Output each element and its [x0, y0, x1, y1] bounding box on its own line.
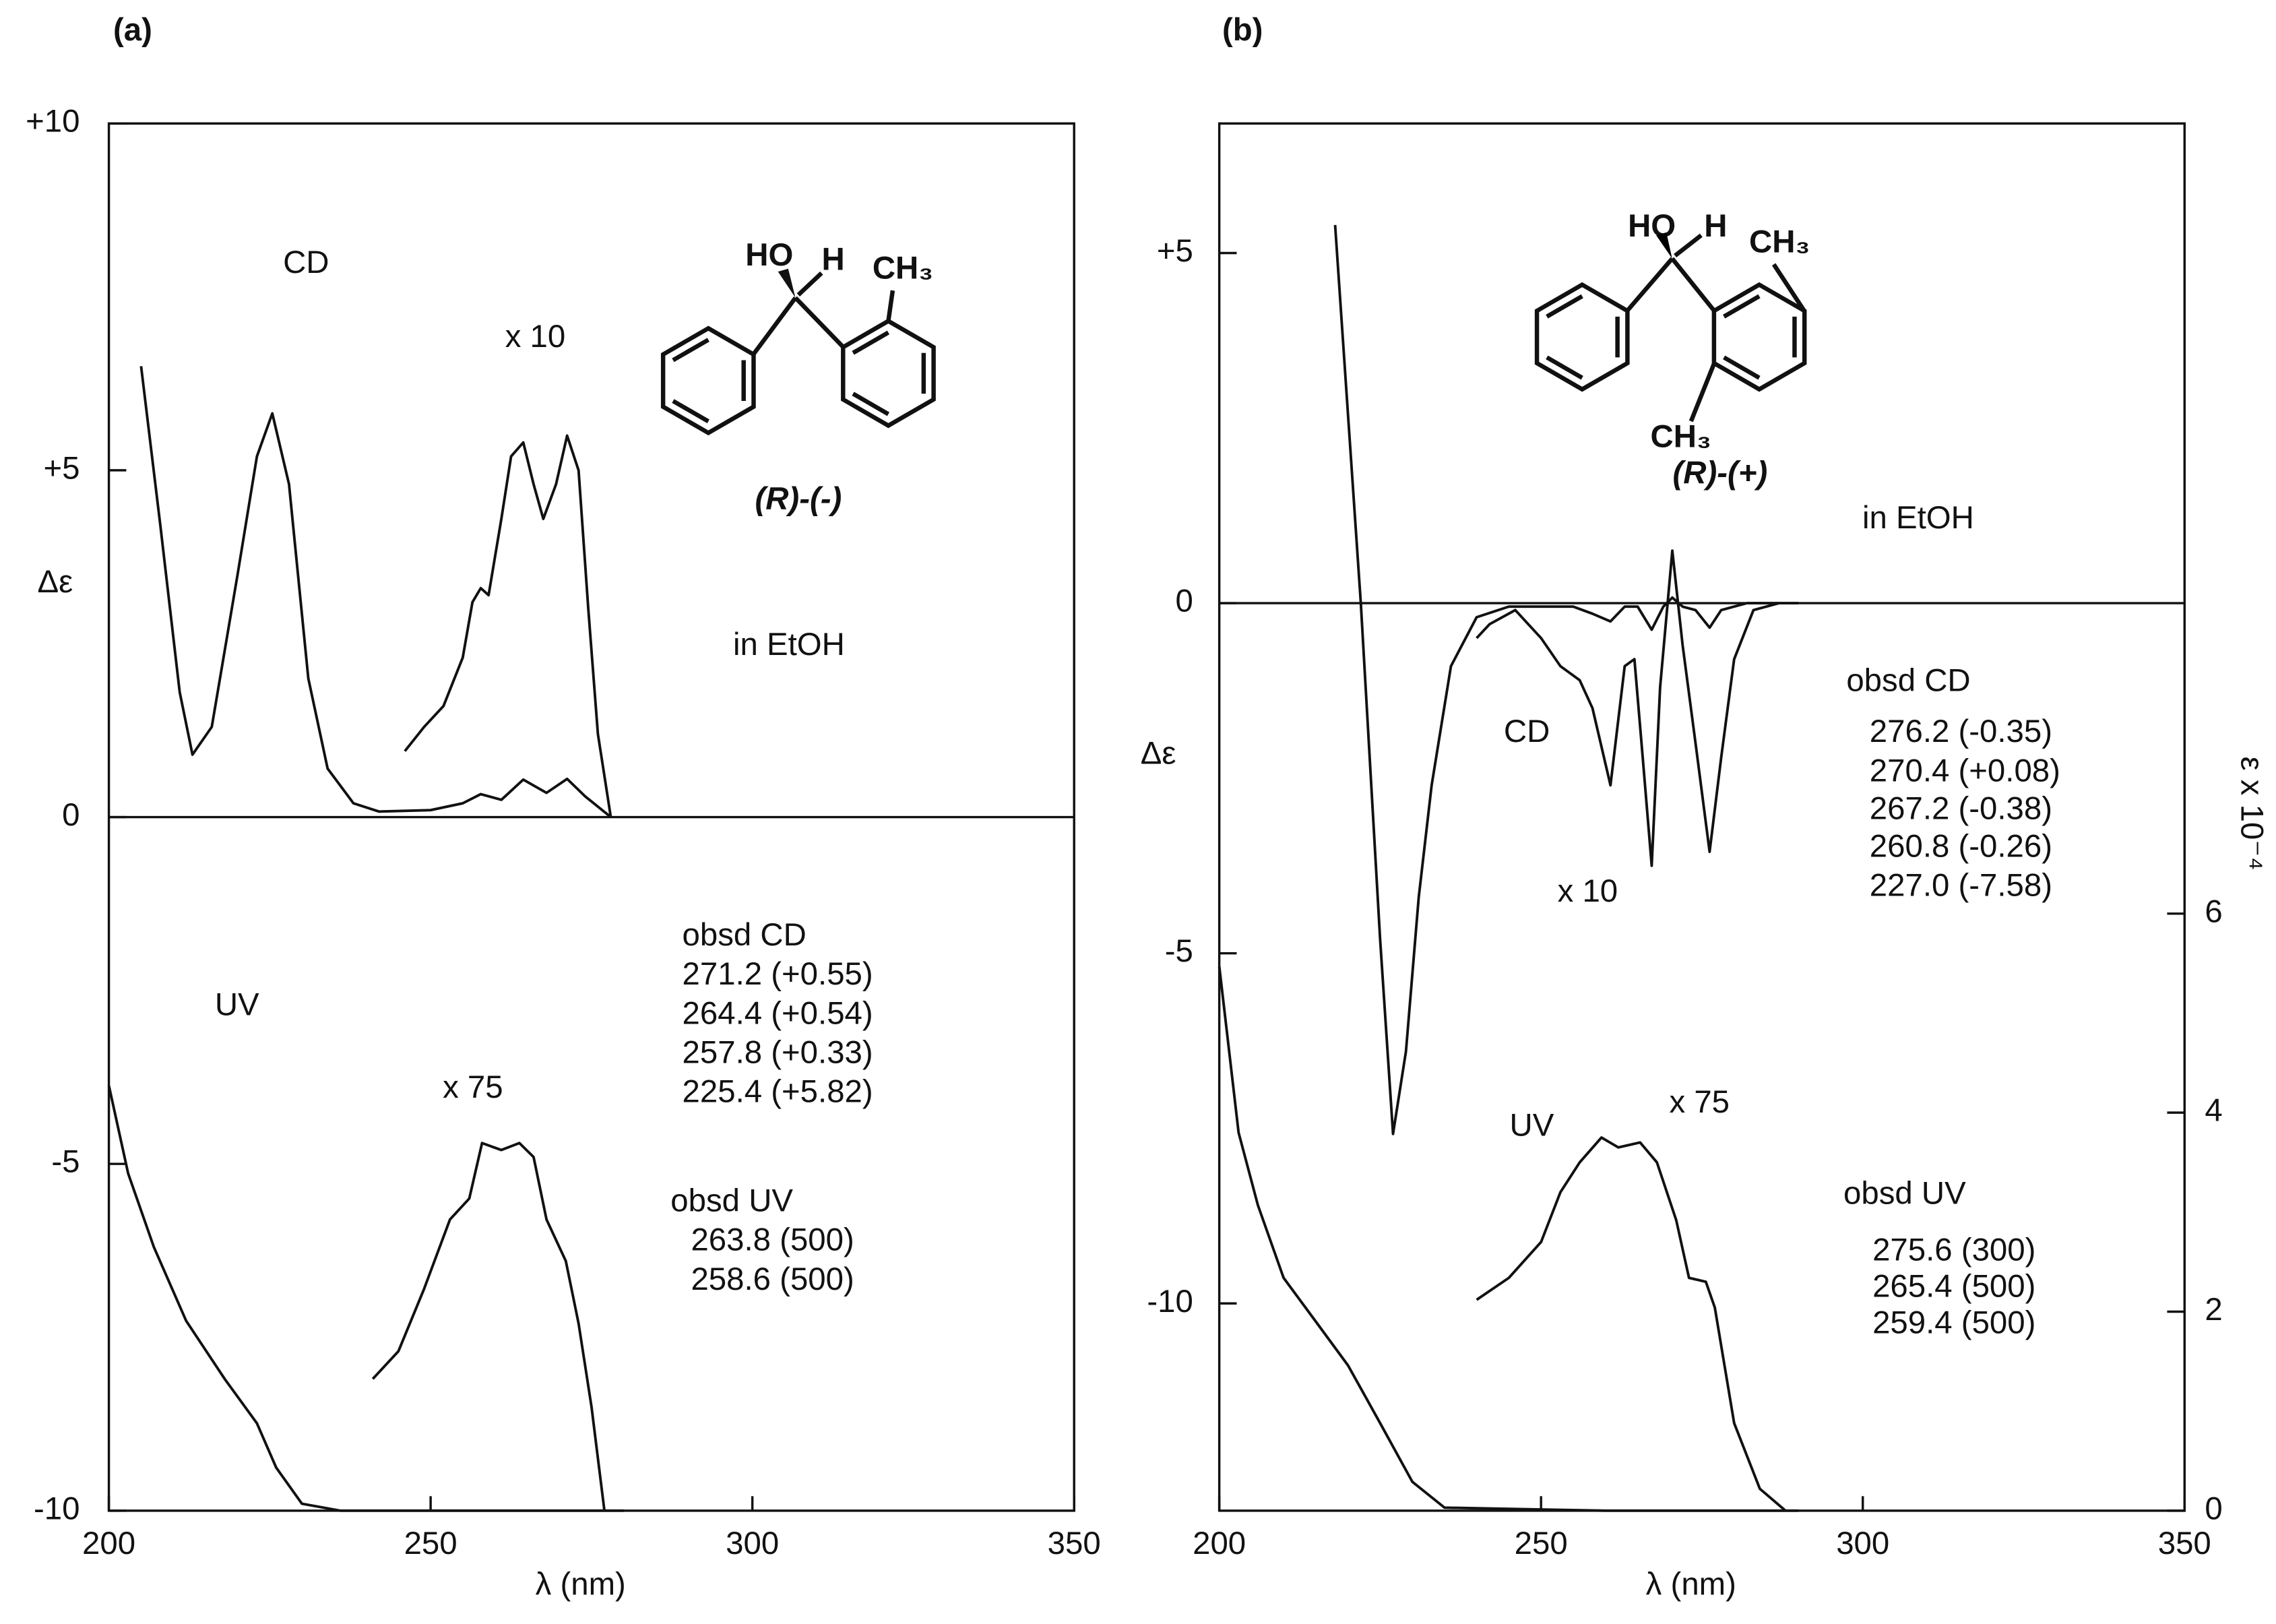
benzene-ring — [1534, 282, 1630, 392]
annotation: 271.2 (+0.55) — [683, 956, 873, 992]
annotation: obsd CD — [1846, 663, 1970, 699]
bond — [796, 271, 823, 296]
bond — [1771, 263, 1806, 313]
y-tick-label: +5 — [43, 450, 80, 486]
annotation: 260.8 (-0.26) — [1870, 828, 2052, 864]
wedge-bond — [1656, 232, 1672, 259]
compound-label: (R)-(+) — [1673, 455, 1768, 491]
ring-double-bond — [852, 392, 890, 416]
series-label: x 75 — [443, 1069, 503, 1105]
series-label: CD — [1504, 714, 1550, 749]
compound-label: (R)-(-) — [755, 481, 842, 517]
x-axis-label: λ (nm) — [1646, 1566, 1736, 1602]
annotation: 225.4 (+5.82) — [683, 1074, 873, 1110]
bond — [794, 296, 845, 349]
curve — [1476, 1136, 1787, 1512]
bond — [1670, 257, 1716, 313]
x-tick-label: 200 — [82, 1526, 135, 1561]
y2-tick-label: 0 — [2205, 1491, 2222, 1526]
structure-label: H — [1704, 208, 1727, 244]
annotation: 264.4 (+0.54) — [683, 995, 873, 1031]
curve — [139, 366, 612, 819]
panel: (b) Δε λ (nm) 200 250 300 350 -10 -5 0 +5 0 2 4 6 ε x 1… — [1141, 12, 2270, 1602]
structure-label: CH₃ — [1749, 224, 1810, 260]
structure-label: CH₃ — [873, 250, 933, 286]
structure-label: CH₃ — [1651, 419, 1711, 455]
panel-label: (a) — [113, 12, 152, 48]
y2-tick-label: 6 — [2205, 894, 2222, 929]
series-label: UV — [1510, 1107, 1554, 1143]
ring-double-bond — [1546, 294, 1583, 319]
curve — [1476, 549, 1780, 867]
series-label: x 10 — [505, 319, 566, 354]
y-tick-label: +10 — [26, 104, 80, 139]
ring-double-bond — [1723, 355, 1761, 380]
ring-double-bond — [672, 399, 709, 424]
x-tick-label: 350 — [1048, 1526, 1101, 1561]
bond — [1688, 362, 1717, 423]
x-tick-label: 200 — [1193, 1526, 1246, 1561]
bond — [751, 296, 798, 356]
series-label: CD — [283, 245, 329, 280]
annotation: 275.6 (300) — [1872, 1232, 2035, 1268]
y-axis-label: Δε — [37, 564, 73, 600]
annotation: 258.6 (500) — [691, 1261, 854, 1297]
structure-label: HO — [1628, 208, 1676, 244]
annotation: 270.4 (+0.08) — [1870, 753, 2060, 788]
annotation: 227.0 (-7.58) — [1870, 868, 2052, 904]
y-tick-label: -10 — [34, 1491, 80, 1526]
y2-tick-label: 4 — [2205, 1093, 2222, 1129]
bond — [1625, 257, 1674, 313]
structure-label: HO — [745, 237, 793, 273]
annotation: obsd UV — [1843, 1176, 1966, 1212]
benzene-ring — [1711, 282, 1807, 392]
panel: (a) Δε λ (nm) 200 250 300 350 -10 -5 0 +5 +10 CD x 10… — [26, 12, 1101, 1602]
x-tick-label: 250 — [1515, 1526, 1568, 1561]
curve — [107, 1085, 624, 1512]
curve — [1333, 224, 1799, 1135]
annotation: 265.4 (500) — [1872, 1269, 2035, 1305]
ring-double-bond — [672, 338, 709, 363]
annotation: 267.2 (-0.38) — [1870, 790, 2052, 826]
y2-axis-label: ε x 10⁻⁴ — [2234, 757, 2270, 871]
x-tick-label: 250 — [404, 1526, 457, 1561]
bond — [886, 290, 895, 321]
benzene-ring — [841, 318, 936, 429]
series-label: x 10 — [1558, 873, 1618, 909]
benzene-ring — [660, 325, 756, 436]
wedge-bond — [778, 268, 796, 298]
y-axis-label: Δε — [1141, 735, 1176, 771]
annotation: 276.2 (-0.35) — [1870, 714, 2052, 749]
annotation: 259.4 (500) — [1872, 1305, 2035, 1340]
y-tick-label: 0 — [1176, 584, 1193, 619]
bond — [1674, 233, 1703, 257]
curve — [371, 1142, 606, 1511]
annotation: 263.8 (500) — [691, 1222, 854, 1258]
y-tick-label: 0 — [62, 797, 80, 833]
annotation: 257.8 (+0.33) — [683, 1034, 873, 1070]
ring-double-bond — [852, 330, 890, 355]
y-tick-label: -5 — [51, 1144, 80, 1180]
x-tick-label: 300 — [1836, 1526, 1889, 1561]
series-label: UV — [215, 987, 259, 1022]
y2-tick-label: 2 — [2205, 1292, 2222, 1328]
y-tick-label: -10 — [1147, 1284, 1193, 1319]
annotation: in EtOH — [1862, 500, 1974, 536]
series-label: x 75 — [1669, 1084, 1730, 1120]
curve — [404, 434, 612, 817]
y-tick-label: -5 — [1165, 933, 1193, 969]
annotation: in EtOH — [733, 627, 845, 662]
x-tick-label: 350 — [2158, 1526, 2211, 1561]
y-tick-label: +5 — [1157, 233, 1193, 269]
annotation: obsd UV — [670, 1183, 793, 1218]
ring-double-bond — [1546, 355, 1583, 380]
x-tick-label: 300 — [726, 1526, 779, 1561]
x-axis-label: λ (nm) — [536, 1566, 626, 1602]
curve — [1218, 966, 1799, 1512]
structure-label: H — [821, 242, 844, 278]
annotation: obsd CD — [683, 917, 807, 953]
panel-label: (b) — [1222, 12, 1263, 48]
ring-double-bond — [1723, 294, 1761, 319]
